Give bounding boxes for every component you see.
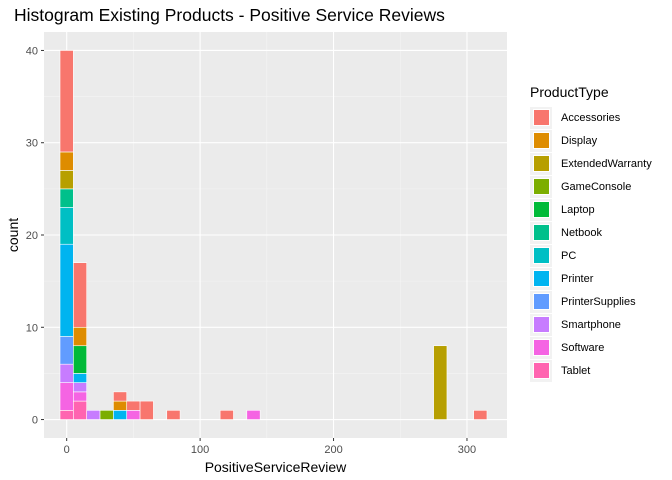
legend-label: Netbook xyxy=(561,226,602,239)
legend-key xyxy=(530,244,552,267)
legend-items: Accessories Display ExtendedWarranty GameCo… xyxy=(530,106,652,382)
histogram-bar-segment xyxy=(99,410,114,420)
histogram-bar-segment xyxy=(126,410,141,420)
legend-item: Laptop xyxy=(530,198,652,221)
legend-item: Accessories xyxy=(530,106,652,129)
histogram-bar-segment xyxy=(73,345,87,374)
legend-label: Printer xyxy=(561,272,594,285)
legend-key xyxy=(530,198,552,221)
histogram-bar-segment xyxy=(126,400,141,411)
histogram-bar-segment xyxy=(59,170,74,190)
histogram-bar-segment xyxy=(473,410,488,420)
legend-swatch xyxy=(532,224,550,241)
legend-label: Tablet xyxy=(561,364,591,377)
chart-title: Histogram Existing Products - Positive S… xyxy=(14,5,445,25)
histogram-bar-segment xyxy=(246,410,261,420)
x-tick-label: 200 xyxy=(324,444,342,456)
legend-label: PC xyxy=(561,249,577,262)
y-axis-title: count xyxy=(5,218,21,252)
legend-swatch xyxy=(532,316,550,333)
legend-title: ProductType xyxy=(530,84,609,100)
legend-label: GameConsole xyxy=(561,180,632,193)
histogram-bar-segment xyxy=(86,410,101,420)
histogram-bar-segment xyxy=(73,391,87,402)
histogram-bar-segment xyxy=(59,382,74,411)
legend-label: ExtendedWarranty xyxy=(561,157,652,170)
axes: 0 100 200 300 0 10 20 30 40 xyxy=(26,45,476,456)
legend-key xyxy=(530,221,552,244)
legend-label: PrinterSupplies xyxy=(561,295,636,308)
legend-item: Tablet xyxy=(530,359,652,382)
legend-item: ExtendedWarranty xyxy=(530,152,652,175)
legend-item: Netbook xyxy=(530,221,652,244)
legend-swatch xyxy=(532,362,550,379)
legend-key xyxy=(530,175,552,198)
histogram-bar-segment xyxy=(73,262,87,328)
histogram-bar-segment xyxy=(59,363,74,383)
histogram-bar-segment xyxy=(166,410,181,420)
legend-swatch xyxy=(532,339,550,356)
histogram-bar-segment xyxy=(59,243,74,337)
legend-swatch xyxy=(532,132,550,149)
legend-item: GameConsole xyxy=(530,175,652,198)
histogram-bar-segment xyxy=(73,373,87,383)
legend-key xyxy=(530,106,552,129)
legend-swatch xyxy=(532,178,550,195)
legend-label: Software xyxy=(561,341,605,354)
legend-item: Display xyxy=(530,129,652,152)
histogram-bar-segment xyxy=(59,151,74,171)
legend-swatch xyxy=(532,270,550,287)
legend-item: Printer xyxy=(530,267,652,290)
legend-swatch xyxy=(532,109,550,126)
legend-label: Accessories xyxy=(561,111,621,124)
histogram-bar-segment xyxy=(59,188,74,208)
legend-swatch xyxy=(532,293,550,310)
histogram-bar-segment xyxy=(219,410,234,420)
legend-item: PC xyxy=(530,244,652,267)
legend-swatch xyxy=(532,155,550,172)
legend-swatch xyxy=(532,247,550,264)
legend-key xyxy=(530,336,552,359)
legend-label: Display xyxy=(561,134,598,147)
histogram-bar-segment xyxy=(139,400,154,420)
histogram-bar-segment xyxy=(113,410,128,420)
x-axis-title: PositiveServiceReview xyxy=(205,459,347,475)
x-tick-label: 0 xyxy=(64,444,70,456)
legend-key xyxy=(530,290,552,313)
histogram-bar-segment xyxy=(73,326,87,347)
legend-label: Laptop xyxy=(561,203,595,216)
histogram-bar-segment xyxy=(433,345,448,420)
y-tick-label: 10 xyxy=(26,322,38,334)
x-tick-label: 300 xyxy=(458,444,476,456)
histogram-bar-segment xyxy=(73,382,87,393)
histogram-bar-segment xyxy=(113,391,128,402)
histogram-bar-segment xyxy=(113,400,128,411)
legend-key xyxy=(530,359,552,382)
legend-key xyxy=(530,267,552,290)
histogram-bar-segment xyxy=(59,207,74,245)
histogram-bar-segment xyxy=(59,336,74,365)
legend-label: Smartphone xyxy=(561,318,621,331)
histogram-bar-segment xyxy=(59,410,74,420)
legend-item: PrinterSupplies xyxy=(530,290,652,313)
legend-key xyxy=(530,313,552,336)
histogram-bar-segment xyxy=(59,50,74,153)
legend-key xyxy=(530,152,552,175)
legend: ProductType Accessories Display ExtendedWa… xyxy=(530,84,652,382)
legend-item: Smartphone xyxy=(530,313,652,336)
y-tick-label: 30 xyxy=(26,138,38,150)
legend-item: Software xyxy=(530,336,652,359)
histogram-bar-segment xyxy=(73,400,87,420)
y-tick-label: 40 xyxy=(26,45,38,57)
y-tick-label: 0 xyxy=(32,415,38,427)
legend-swatch xyxy=(532,201,550,218)
x-tick-label: 100 xyxy=(191,444,209,456)
legend-key xyxy=(530,129,552,152)
y-tick-label: 20 xyxy=(26,230,38,242)
histogram-bars xyxy=(59,50,488,420)
